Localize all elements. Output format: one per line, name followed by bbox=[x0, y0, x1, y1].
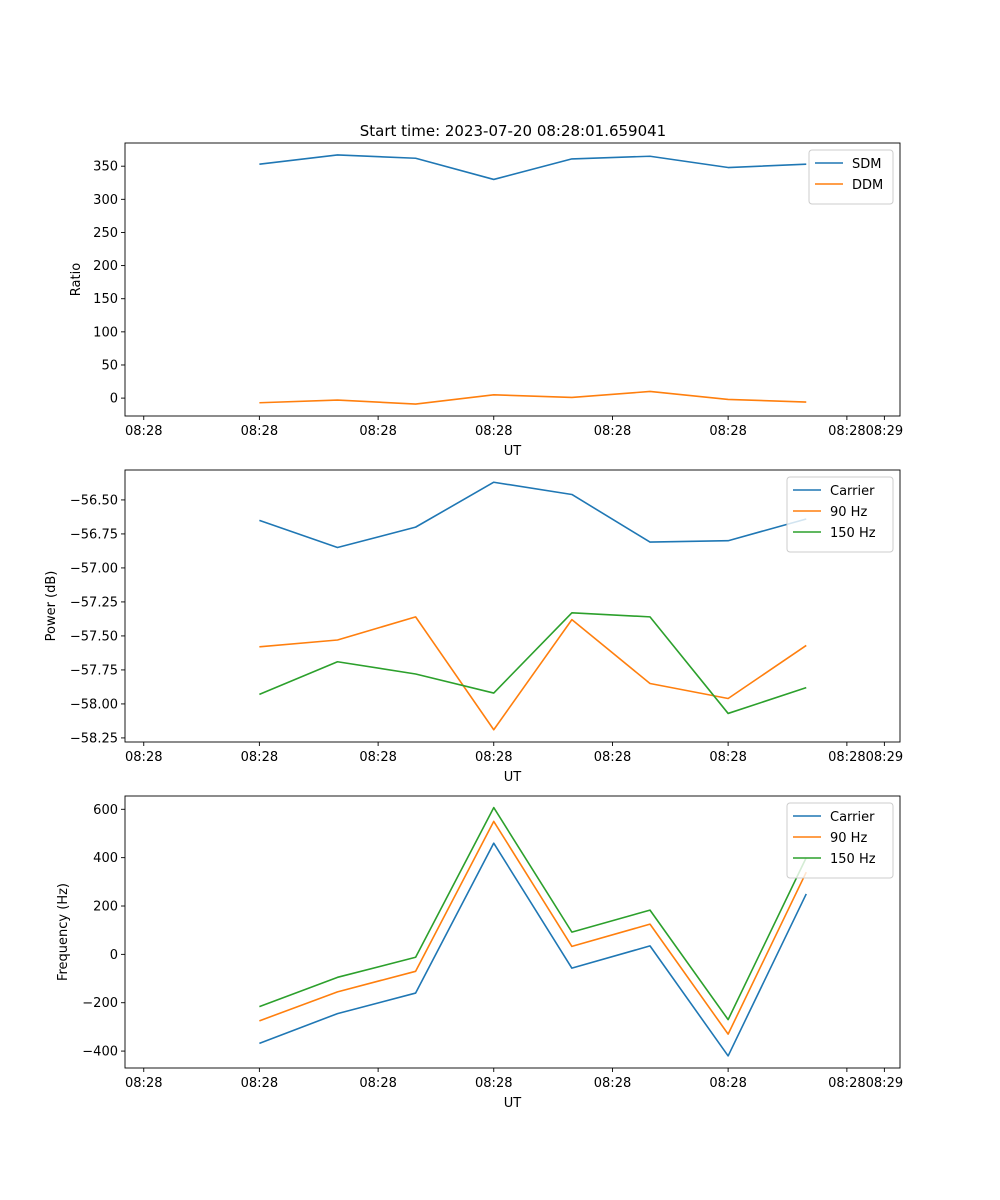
series-line-90-hz bbox=[259, 820, 807, 1035]
y-tick-label: −56.75 bbox=[70, 527, 118, 542]
y-tick-label: −56.50 bbox=[70, 493, 118, 508]
legend: Carrier 90 Hz 150 Hz bbox=[786, 476, 894, 553]
y-tick-label: −57.00 bbox=[70, 561, 118, 576]
subplot-3: 08:28 08:28 08:28 08:28 08:28 08:28 08:28 08:29… bbox=[56, 795, 903, 1111]
y-tick-label: 300 bbox=[93, 193, 118, 208]
subplot-2: 08:28 08:28 08:28 08:28 08:28 08:28 08:28 08:29… bbox=[44, 469, 903, 785]
series-line-150-hz bbox=[259, 611, 807, 715]
x-tick-label: 08:28 bbox=[828, 424, 865, 439]
legend-label: 150 Hz bbox=[830, 852, 876, 867]
series-line-ddm bbox=[259, 390, 807, 405]
series-line-sdm bbox=[259, 154, 807, 181]
x-tick-label: 08:28 bbox=[475, 750, 512, 765]
series-line-90-hz bbox=[259, 616, 807, 731]
y-tick-label: −57.75 bbox=[70, 663, 118, 678]
x-tick-label: 08:28 bbox=[125, 750, 162, 765]
x-axis-label: UT bbox=[504, 770, 522, 785]
x-tick-label: 08:28 bbox=[709, 1076, 746, 1091]
y-axis-label: Frequency (Hz) bbox=[56, 883, 71, 981]
series-line-carrier bbox=[259, 842, 807, 1057]
subplot-1: 08:28 08:28 08:28 08:28 08:28 08:28 08:28 08:29… bbox=[69, 142, 903, 459]
x-tick-label: 08:28 bbox=[359, 424, 396, 439]
legend-label: Carrier bbox=[830, 810, 875, 825]
legend: SDM DDM bbox=[808, 149, 894, 205]
x-tick-label: 08:28 bbox=[475, 1076, 512, 1091]
y-tick-label: 250 bbox=[93, 226, 118, 241]
legend-label: SDM bbox=[852, 157, 881, 172]
y-tick-label: −58.00 bbox=[70, 697, 118, 712]
y-tick-label: 600 bbox=[93, 803, 118, 818]
y-tick-label: 0 bbox=[110, 392, 118, 407]
legend-label: Carrier bbox=[830, 484, 875, 499]
x-tick-label: 08:28 bbox=[594, 424, 631, 439]
x-tick-label: 08:28 bbox=[359, 750, 396, 765]
axes-frame bbox=[124, 142, 901, 417]
legend-label: DDM bbox=[852, 178, 883, 193]
x-tick-label: 08:28 bbox=[241, 750, 278, 765]
x-tick-label: 08:28 bbox=[125, 1076, 162, 1091]
legend-label: 90 Hz bbox=[830, 831, 867, 846]
y-tick-label: −57.50 bbox=[70, 629, 118, 644]
y-axis-label: Ratio bbox=[69, 263, 84, 296]
legend-box bbox=[786, 476, 894, 553]
y-tick-label: −58.25 bbox=[70, 731, 118, 746]
y-tick-label: −200 bbox=[82, 996, 118, 1011]
x-tick-label: 08:29 bbox=[866, 750, 903, 765]
figure-title: Start time: 2023-07-20 08:28:01.659041 bbox=[360, 122, 666, 140]
y-tick-label: 100 bbox=[93, 325, 118, 340]
legend: Carrier 90 Hz 150 Hz bbox=[786, 802, 894, 879]
x-tick-label: 08:28 bbox=[359, 1076, 396, 1091]
y-tick-label: −400 bbox=[82, 1045, 118, 1060]
y-tick-label: −57.25 bbox=[70, 595, 118, 610]
x-tick-label: 08:28 bbox=[828, 1076, 865, 1091]
x-tick-label: 08:28 bbox=[709, 424, 746, 439]
x-axis-label: UT bbox=[504, 444, 522, 459]
y-tick-label: 150 bbox=[93, 292, 118, 307]
series-line-150-hz bbox=[259, 806, 807, 1021]
y-tick-label: 200 bbox=[93, 900, 118, 915]
x-tick-label: 08:28 bbox=[241, 424, 278, 439]
x-tick-label: 08:28 bbox=[241, 1076, 278, 1091]
legend-label: 90 Hz bbox=[830, 505, 867, 520]
y-tick-label: 200 bbox=[93, 259, 118, 274]
subplots: 08:28 08:28 08:28 08:28 08:28 08:28 08:28 08:29… bbox=[44, 142, 903, 1111]
y-tick-label: 50 bbox=[101, 358, 118, 373]
x-tick-label: 08:28 bbox=[594, 750, 631, 765]
x-tick-label: 08:28 bbox=[709, 750, 746, 765]
x-tick-label: 08:28 bbox=[125, 424, 162, 439]
y-tick-label: 0 bbox=[110, 948, 118, 963]
y-axis-label: Power (dB) bbox=[44, 571, 59, 642]
y-tick-label: 350 bbox=[93, 160, 118, 175]
x-tick-label: 08:28 bbox=[828, 750, 865, 765]
x-tick-label: 08:29 bbox=[866, 1076, 903, 1091]
x-tick-label: 08:29 bbox=[866, 424, 903, 439]
axes-frame bbox=[124, 469, 901, 743]
x-tick-label: 08:28 bbox=[594, 1076, 631, 1091]
legend-box bbox=[786, 802, 894, 879]
axes-frame bbox=[124, 795, 901, 1069]
x-axis-label: UT bbox=[504, 1096, 522, 1111]
series-line-carrier bbox=[259, 481, 807, 549]
y-tick-label: 400 bbox=[93, 851, 118, 866]
x-tick-label: 08:28 bbox=[475, 424, 512, 439]
legend-label: 150 Hz bbox=[830, 526, 876, 541]
